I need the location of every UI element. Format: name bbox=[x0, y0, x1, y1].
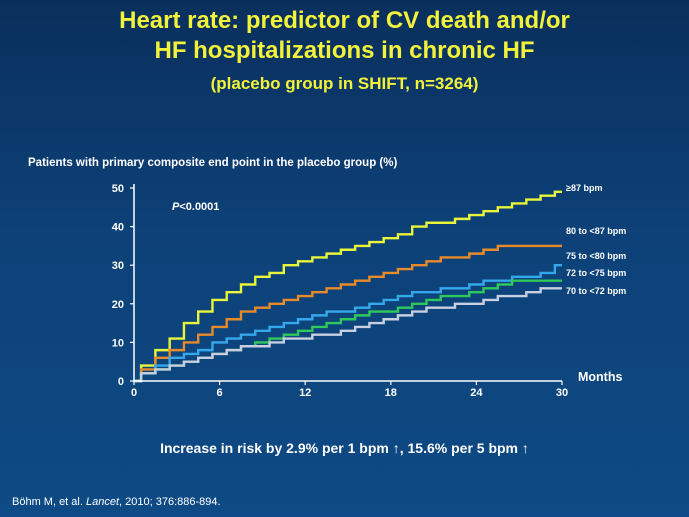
x-tick-label-0: 0 bbox=[131, 387, 137, 399]
legend-label-0: ≥87 bpm bbox=[566, 183, 602, 193]
labels-layer: ≥87 bpm 80 to <87 bpm 75 to <80 bpm 72 to <… bbox=[112, 183, 627, 399]
legend-label-4: 70 to <72 bpm bbox=[566, 286, 626, 296]
citation-rest: , 2010; 376:886-894. bbox=[119, 496, 221, 508]
x-tick-label-5: 30 bbox=[556, 387, 568, 399]
p-value-annotation: P<0.0001 bbox=[172, 201, 219, 213]
risk-statement: Increase in risk by 2.9% per 1 bpm ↑, 15… bbox=[0, 440, 689, 456]
x-tick-label-1: 6 bbox=[217, 387, 223, 399]
y-tick-label-4: 40 bbox=[112, 222, 124, 234]
legend-label-2: 75 to <80 bpm bbox=[566, 251, 626, 261]
citation-journal: Lancet bbox=[86, 496, 119, 508]
citation-authors: Böhm M, et al. bbox=[12, 496, 86, 508]
series-layer bbox=[134, 192, 562, 381]
legend-label-1: 80 to <87 bpm bbox=[566, 226, 626, 236]
x-tick-label-2: 12 bbox=[299, 387, 311, 399]
y-tick-label-1: 10 bbox=[112, 337, 124, 349]
y-tick-label-5: 50 bbox=[112, 183, 124, 195]
y-tick-label-0: 0 bbox=[118, 376, 124, 388]
y-tick-label-2: 20 bbox=[112, 299, 124, 311]
legend-label-3: 72 to <75 bpm bbox=[566, 268, 626, 278]
y-tick-label-3: 30 bbox=[112, 260, 124, 272]
citation: Böhm M, et al. Lancet, 2010; 376:886-894… bbox=[12, 496, 221, 508]
x-axis-label: Months bbox=[578, 370, 622, 384]
x-tick-label-3: 18 bbox=[385, 387, 397, 399]
p-value-rest: <0.0001 bbox=[179, 201, 219, 213]
x-tick-label-4: 24 bbox=[470, 387, 483, 399]
slide: Heart rate: predictor of CV death and/or… bbox=[0, 0, 689, 517]
